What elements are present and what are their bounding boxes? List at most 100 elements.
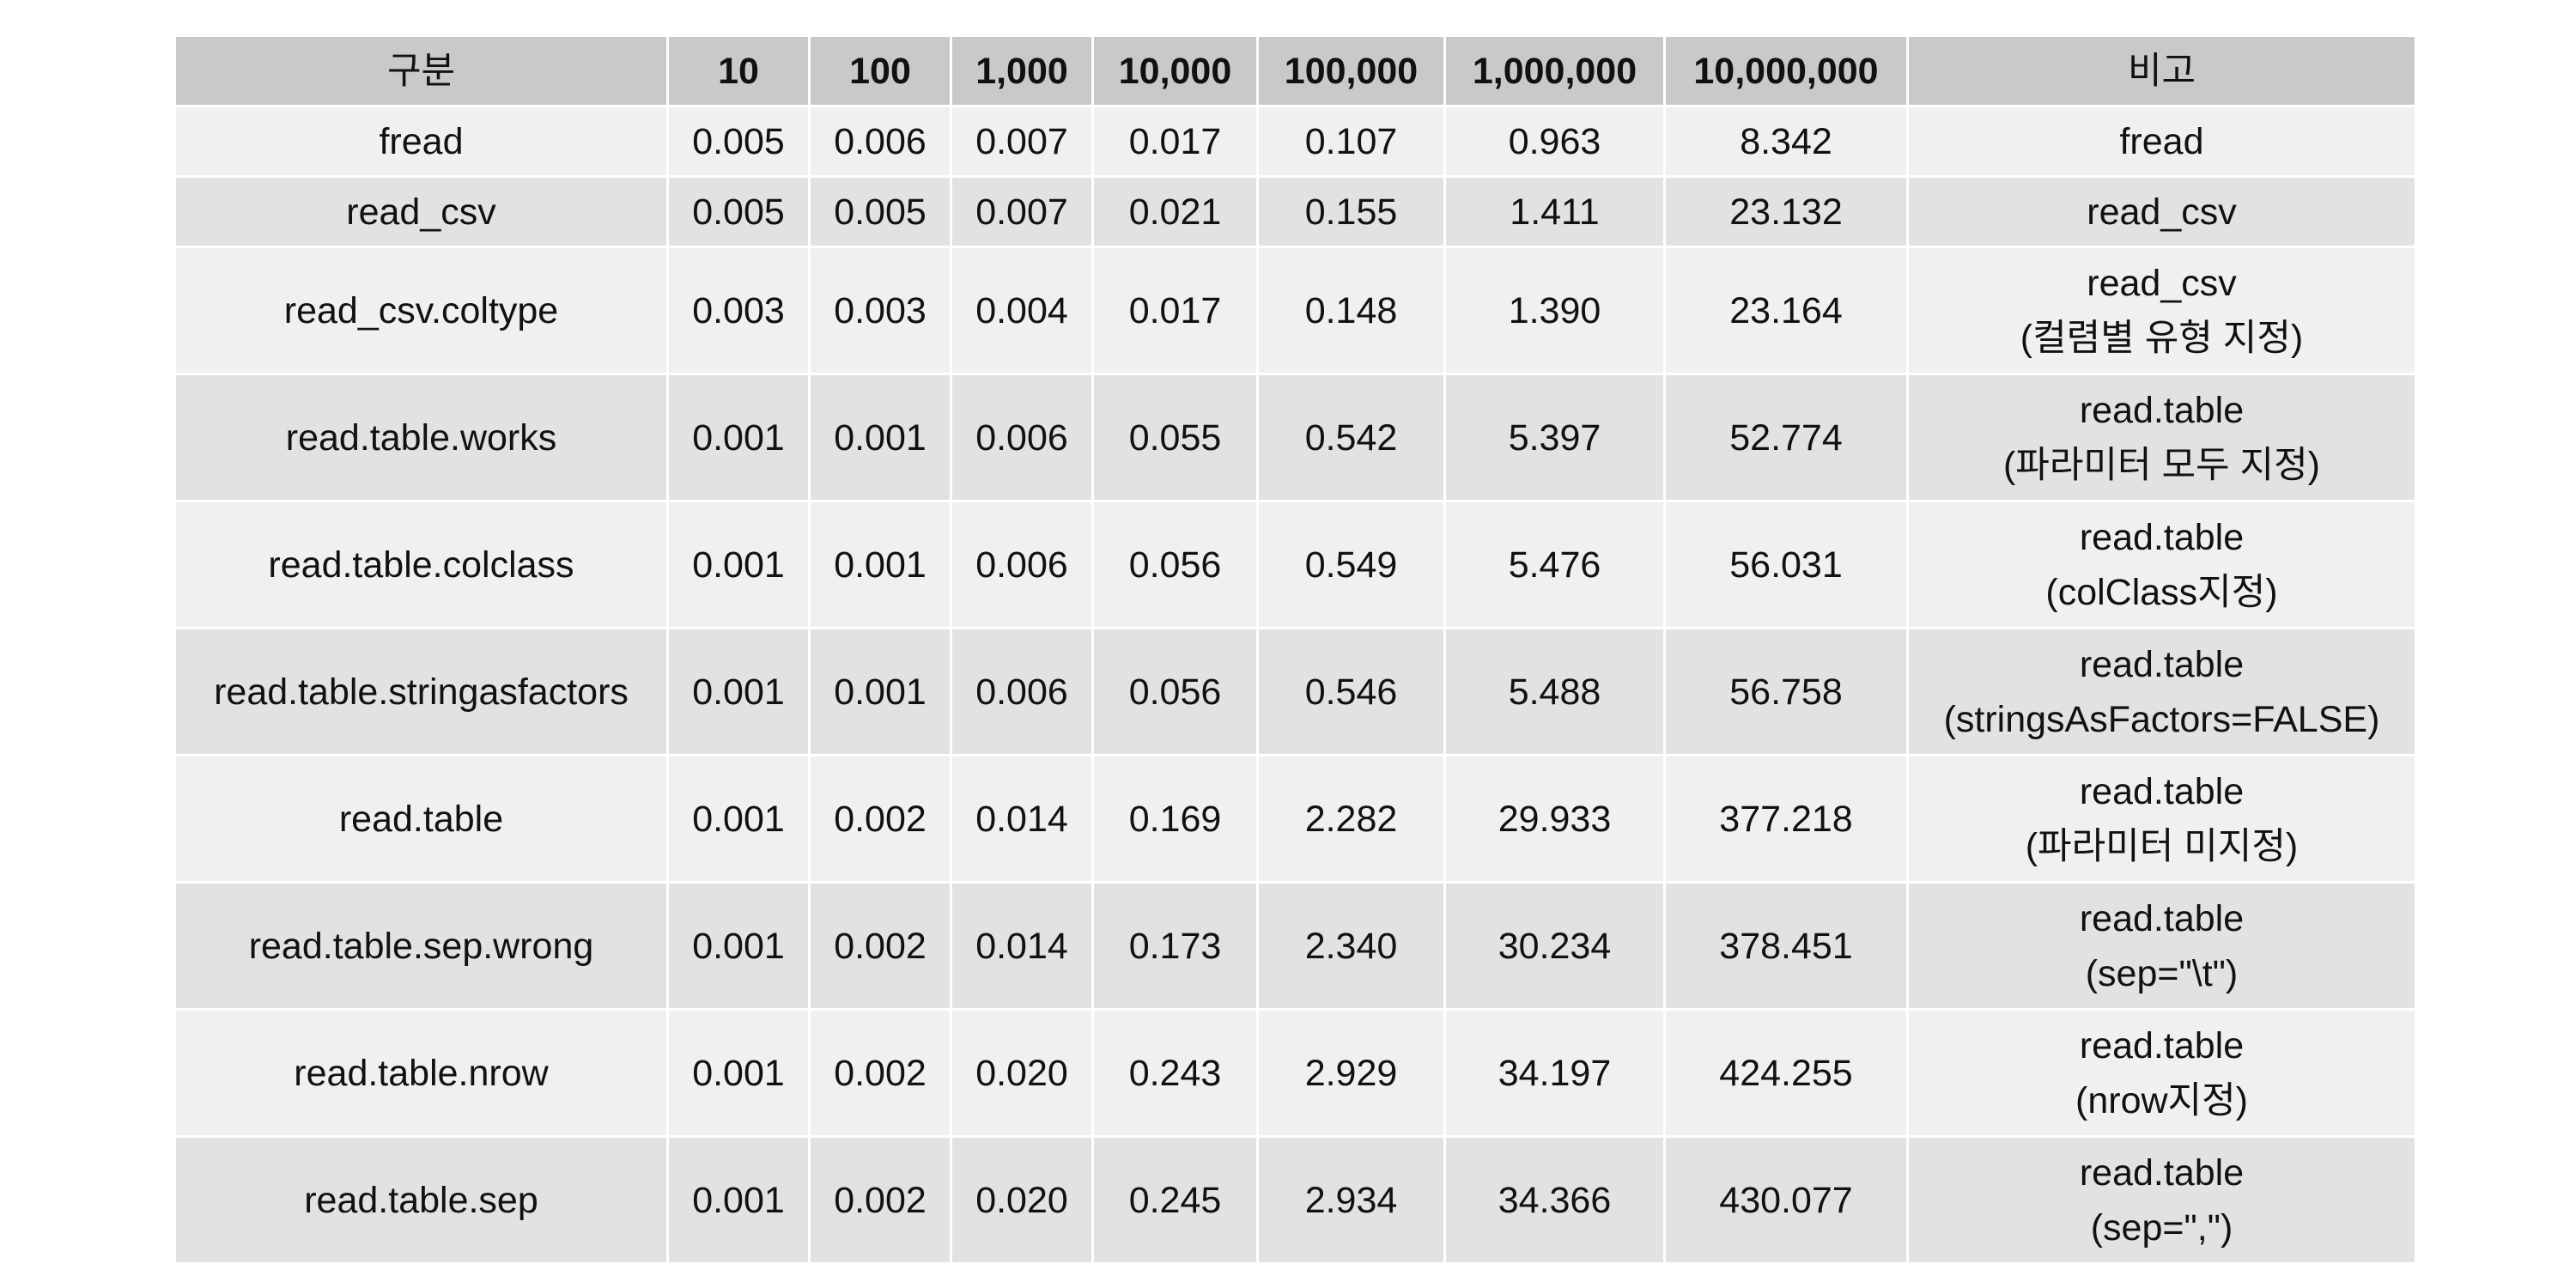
note-cell: read_csv (컬렴별 유형 지정): [1906, 246, 2417, 375]
time-cell: 0.148: [1256, 246, 1446, 375]
table-row: read.table.sep.wrong 0.001 0.002 0.014 0.173…: [173, 881, 2417, 1011]
row-label: read.table: [173, 754, 669, 884]
header-n-100000: 100,000: [1256, 34, 1446, 107]
table-row: read_csv 0.005 0.005 0.007 0.021 0.155 1.411 23…: [173, 175, 2417, 248]
note-cell: read.table (stringsAsFactors=FALSE): [1906, 627, 2417, 756]
time-cell: 0.002: [808, 754, 952, 884]
time-cell: 378.451: [1663, 881, 1909, 1011]
time-cell: 0.005: [666, 175, 811, 248]
time-cell: 430.077: [1663, 1135, 1909, 1265]
time-cell: 1.390: [1443, 246, 1666, 375]
time-cell: 1.411: [1443, 175, 1666, 248]
header-category: 구분: [173, 34, 669, 107]
note-line: read.table: [2079, 1024, 2245, 1066]
time-cell: 0.007: [950, 105, 1094, 178]
time-cell: 2.929: [1256, 1008, 1446, 1138]
note-cell: read.table (파라미터 미지정): [1906, 754, 2417, 884]
row-label: read.table.nrow: [173, 1008, 669, 1138]
time-cell: 29.933: [1443, 754, 1666, 884]
time-cell: 0.169: [1091, 754, 1259, 884]
note-cell: read.table (sep="\t"): [1906, 881, 2417, 1011]
time-cell: 0.546: [1256, 627, 1446, 756]
time-cell: 5.476: [1443, 500, 1666, 629]
time-cell: 23.164: [1663, 246, 1909, 375]
note-line: (colClass지정): [2045, 571, 2278, 613]
note-line: read_csv: [2087, 191, 2237, 233]
time-cell: 0.243: [1091, 1008, 1259, 1138]
time-cell: 0.004: [950, 246, 1094, 375]
time-cell: 0.003: [808, 246, 952, 375]
header-n-100: 100: [808, 34, 952, 107]
note-line: (파라미터 모두 지정): [2002, 444, 2320, 486]
header-n-10000: 10,000: [1091, 34, 1259, 107]
time-cell: 0.020: [950, 1135, 1094, 1265]
note-line: read.table: [2079, 1151, 2245, 1194]
note-line: read.table: [2079, 389, 2245, 431]
note-cell: read.table (colClass지정): [1906, 500, 2417, 629]
time-cell: 0.001: [666, 754, 811, 884]
time-cell: 0.017: [1091, 246, 1259, 375]
header-row: 구분 10 100 1,000 10,000 100,000 1,000,000…: [173, 34, 2417, 107]
note-line: fread: [2119, 120, 2204, 162]
row-label: read.table.sep: [173, 1135, 669, 1265]
row-label: read.table.works: [173, 373, 669, 502]
time-cell: 0.006: [950, 500, 1094, 629]
time-cell: 0.006: [808, 105, 952, 178]
table-row: read.table.works 0.001 0.001 0.006 0.055 0.54…: [173, 373, 2417, 502]
note-cell: fread: [1906, 105, 2417, 178]
time-cell: 424.255: [1663, 1008, 1909, 1138]
time-cell: 56.758: [1663, 627, 1909, 756]
note-line: (sep="\t"): [2085, 952, 2239, 994]
time-cell: 0.245: [1091, 1135, 1259, 1265]
note-line: read_csv: [2087, 262, 2237, 304]
note-cell: read_csv: [1906, 175, 2417, 248]
note-line: read.table: [2079, 770, 2245, 812]
table-row: fread 0.005 0.006 0.007 0.017 0.107 0.963 8.342…: [173, 105, 2417, 178]
time-cell: 2.934: [1256, 1135, 1446, 1265]
note-cell: read.table (sep=","): [1906, 1135, 2417, 1265]
time-cell: 0.003: [666, 246, 811, 375]
row-label: read.table.colclass: [173, 500, 669, 629]
time-cell: 23.132: [1663, 175, 1909, 248]
benchmark-table: 구분 10 100 1,000 10,000 100,000 1,000,000…: [173, 34, 2417, 1265]
time-cell: 0.006: [950, 627, 1094, 756]
header-n-10000000: 10,000,000: [1663, 34, 1909, 107]
row-label: read.table.sep.wrong: [173, 881, 669, 1011]
table-row: read.table.nrow 0.001 0.002 0.020 0.243 2.929…: [173, 1008, 2417, 1138]
time-cell: 0.056: [1091, 627, 1259, 756]
time-cell: 5.488: [1443, 627, 1666, 756]
time-cell: 0.007: [950, 175, 1094, 248]
time-cell: 0.001: [666, 500, 811, 629]
header-n-10: 10: [666, 34, 811, 107]
time-cell: 0.001: [666, 373, 811, 502]
note-line: (컬렴별 유형 지정): [2020, 317, 2304, 359]
note-cell: read.table (nrow지정): [1906, 1008, 2417, 1138]
time-cell: 0.005: [808, 175, 952, 248]
note-line: read.table: [2079, 897, 2245, 939]
time-cell: 0.001: [666, 627, 811, 756]
time-cell: 0.107: [1256, 105, 1446, 178]
time-cell: 0.056: [1091, 500, 1259, 629]
time-cell: 8.342: [1663, 105, 1909, 178]
time-cell: 0.173: [1091, 881, 1259, 1011]
header-n-1000000: 1,000,000: [1443, 34, 1666, 107]
note-line: (sep=","): [2090, 1206, 2233, 1249]
note-line: (파라미터 미지정): [2025, 825, 2299, 867]
time-cell: 0.001: [808, 500, 952, 629]
time-cell: 0.963: [1443, 105, 1666, 178]
time-cell: 0.542: [1256, 373, 1446, 502]
row-label: read_csv: [173, 175, 669, 248]
table-row: read.table.sep 0.001 0.002 0.020 0.245 2.934 3…: [173, 1135, 2417, 1265]
time-cell: 0.001: [808, 627, 952, 756]
time-cell: 30.234: [1443, 881, 1666, 1011]
time-cell: 34.197: [1443, 1008, 1666, 1138]
time-cell: 0.155: [1256, 175, 1446, 248]
time-cell: 34.366: [1443, 1135, 1666, 1265]
header-n-1000: 1,000: [950, 34, 1094, 107]
note-line: (stringsAsFactors=FALSE): [1943, 698, 2380, 740]
time-cell: 0.001: [808, 373, 952, 502]
time-cell: 2.340: [1256, 881, 1446, 1011]
table-row: read.table.colclass 0.001 0.001 0.006 0.056 0…: [173, 500, 2417, 629]
time-cell: 56.031: [1663, 500, 1909, 629]
time-cell: 0.001: [666, 881, 811, 1011]
